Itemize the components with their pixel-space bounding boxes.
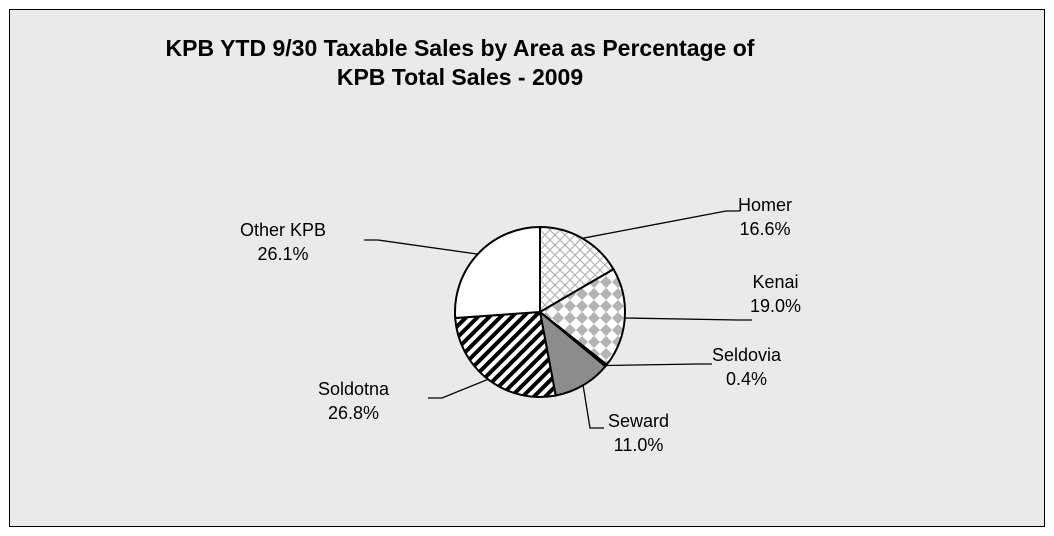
label-seward: Seward 11.0% <box>608 409 669 457</box>
label-seldovia-value: 0.4% <box>726 369 768 389</box>
chart-title-line-2: KPB Total Sales - 2009 <box>336 64 584 90</box>
label-seldovia-name: Seldovia <box>712 345 782 365</box>
leader-line-soldotna <box>428 378 489 399</box>
label-homer-value: 16.6% <box>739 219 791 239</box>
label-kenai-name: Kenai <box>752 272 799 292</box>
pie-slice-other-kpb <box>454 225 541 320</box>
pie-slices <box>454 225 626 398</box>
label-soldotna: Soldotna 26.8% <box>318 377 389 425</box>
leader-line-homer <box>582 210 740 239</box>
leader-line-other-kpb <box>364 239 478 255</box>
leader-line-kenai <box>624 317 752 321</box>
chart-title-line-1: KPB YTD 9/30 Taxable Sales by Area as Pe… <box>165 35 755 61</box>
chart-title: KPB YTD 9/30 Taxable Sales by Area as Pe… <box>30 34 890 92</box>
label-kenai-value: 19.0% <box>750 296 802 316</box>
label-other-kpb-name: Other KPB <box>240 220 327 240</box>
label-seldovia: Seldovia 0.4% <box>712 343 781 391</box>
pie-slice-homer <box>539 225 615 314</box>
label-homer-name: Homer <box>738 195 793 215</box>
label-soldotna-name: Soldotna <box>318 379 390 399</box>
label-soldotna-value: 26.8% <box>328 403 380 423</box>
label-homer: Homer 16.6% <box>738 193 792 241</box>
leader-line-seldovia <box>605 363 712 367</box>
label-other-kpb-value: 26.1% <box>257 244 309 264</box>
label-seward-value: 11.0% <box>613 435 664 455</box>
leader-line-seward <box>582 385 604 429</box>
pie-slice-kenai <box>538 267 626 367</box>
label-other-kpb: Other KPB 26.1% <box>240 218 326 266</box>
label-seward-name: Seward <box>608 411 670 431</box>
label-kenai: Kenai 19.0% <box>750 270 801 318</box>
leader-lines <box>364 210 752 429</box>
pie-slice-soldotna <box>454 310 557 398</box>
